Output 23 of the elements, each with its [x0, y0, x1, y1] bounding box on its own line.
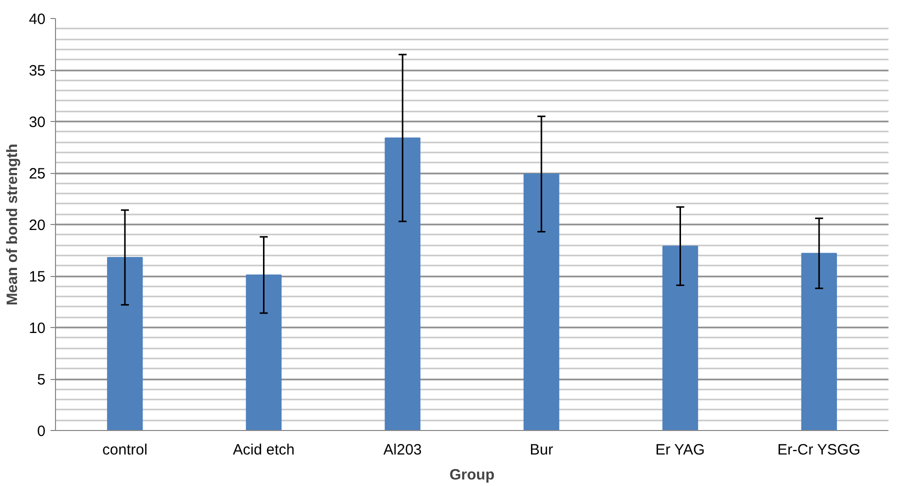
- y-tick-label: 20: [28, 217, 46, 234]
- y-tick-label: 5: [37, 372, 46, 388]
- y-axis-title: Mean of bond strength: [4, 144, 21, 306]
- bar: [662, 246, 698, 430]
- x-tick-label: Acid etch: [232, 442, 295, 458]
- y-tick-label: 10: [28, 320, 46, 337]
- bar: [246, 274, 282, 430]
- y-tick-label: 0: [37, 423, 46, 440]
- bar: [524, 174, 560, 430]
- x-tick-label: Al203: [383, 442, 422, 458]
- bar: [384, 137, 420, 430]
- bar: [801, 252, 837, 430]
- x-tick-label: Er YAG: [655, 442, 705, 458]
- x-tick-label: Bur: [530, 442, 554, 458]
- x-axis-title: Group: [450, 466, 495, 484]
- y-tick-label: 35: [28, 62, 46, 80]
- x-tick-label: Er-Cr YSGG: [777, 442, 860, 458]
- y-tick-label: 40: [28, 11, 46, 28]
- y-tick-label: 30: [28, 114, 46, 131]
- y-tick-label: 15: [28, 268, 46, 286]
- bar: [107, 256, 143, 430]
- y-tick-label: 25: [28, 166, 46, 182]
- x-tick-label: control: [102, 442, 148, 458]
